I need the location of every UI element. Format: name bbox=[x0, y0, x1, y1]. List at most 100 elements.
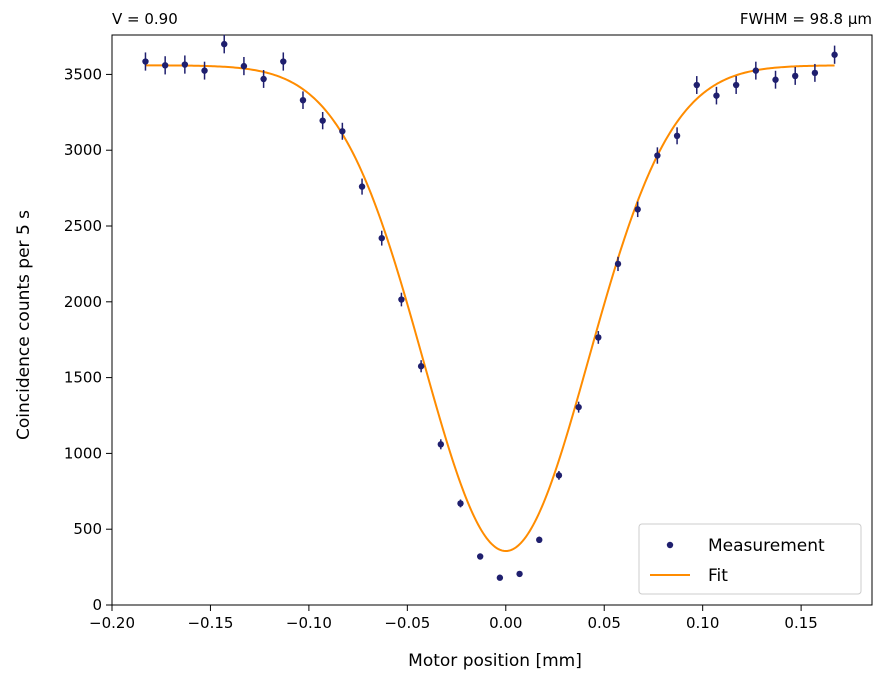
data-point bbox=[752, 61, 760, 80]
y-tick-label: 0 bbox=[92, 596, 102, 614]
measurement-marker bbox=[732, 81, 740, 89]
data-point bbox=[221, 34, 228, 54]
measurement-marker bbox=[476, 553, 484, 560]
measurement-marker bbox=[437, 441, 445, 448]
measurement-marker bbox=[299, 96, 307, 104]
measurement-marker bbox=[752, 67, 760, 74]
measurement-marker bbox=[319, 117, 326, 124]
data-point bbox=[536, 536, 543, 544]
x-tick-label: −0.15 bbox=[187, 614, 233, 632]
measurement-marker bbox=[693, 81, 700, 89]
data-point bbox=[240, 56, 248, 76]
measurement-marker bbox=[142, 58, 149, 65]
measurement-marker bbox=[181, 61, 189, 68]
measurement-marker bbox=[831, 51, 838, 58]
data-point bbox=[437, 439, 445, 450]
data-point bbox=[319, 112, 326, 130]
data-point bbox=[772, 70, 779, 89]
data-point bbox=[417, 360, 425, 373]
data-point bbox=[457, 499, 464, 508]
data-point bbox=[555, 470, 563, 480]
data-point bbox=[181, 55, 189, 74]
x-axis: −0.20 −0.15 −0.10 −0.05 0.00 0.05 0.10 0.15 bbox=[89, 605, 818, 632]
measurement-marker bbox=[358, 183, 366, 190]
legend: Measurement Fit bbox=[638, 523, 862, 595]
measurement-marker bbox=[575, 403, 582, 411]
data-point bbox=[516, 570, 523, 578]
data-point bbox=[811, 63, 819, 82]
data-point bbox=[142, 52, 149, 71]
data-point bbox=[398, 292, 405, 307]
x-axis-label: Motor position [mm] bbox=[408, 651, 582, 671]
legend-measurement-marker bbox=[666, 541, 674, 549]
legend-box bbox=[638, 523, 862, 595]
data-point bbox=[732, 76, 740, 94]
data-point bbox=[161, 56, 169, 75]
data-point bbox=[358, 178, 366, 195]
measurement-marker bbox=[457, 500, 464, 507]
measurement-marker bbox=[260, 75, 267, 83]
data-point bbox=[280, 52, 287, 71]
legend-fit-label: Fit bbox=[708, 566, 728, 586]
data-point bbox=[614, 256, 622, 272]
measurement-marker bbox=[595, 334, 602, 341]
x-tick-label: −0.20 bbox=[89, 614, 135, 632]
data-point bbox=[299, 91, 307, 109]
measurement-marker bbox=[673, 132, 681, 140]
data-point bbox=[673, 127, 681, 145]
data-point bbox=[831, 45, 838, 64]
y-axis-label: Coincidence counts per 5 s bbox=[14, 210, 34, 440]
y-tick-label: 2500 bbox=[64, 217, 102, 235]
data-point bbox=[201, 61, 208, 80]
x-tick-label: 0.05 bbox=[588, 614, 621, 632]
legend-measurement-label: Measurement bbox=[708, 536, 825, 556]
fit-curve bbox=[145, 64, 835, 553]
data-point bbox=[595, 331, 602, 344]
data-point bbox=[792, 66, 799, 85]
measurement-marker bbox=[654, 152, 661, 159]
x-tick-label: 0.00 bbox=[489, 614, 522, 632]
visibility-annotation: V = 0.90 bbox=[112, 10, 178, 28]
data-point bbox=[654, 147, 661, 164]
data-point bbox=[634, 201, 641, 218]
measurement-marker bbox=[201, 67, 208, 74]
y-tick-label: 3500 bbox=[64, 65, 102, 83]
y-axis: 0 500 1000 1500 2000 2500 3000 3500 bbox=[64, 65, 112, 614]
data-point bbox=[378, 230, 385, 246]
measurement-marker bbox=[792, 72, 799, 80]
x-tick-label: 0.15 bbox=[784, 614, 817, 632]
measurement-marker bbox=[772, 76, 779, 83]
measurement-marker bbox=[634, 206, 641, 213]
measurement-marker bbox=[555, 472, 563, 479]
fit-layer bbox=[145, 64, 835, 553]
data-point bbox=[713, 86, 720, 105]
fwhm-annotation: FWHM = 98.8 µm bbox=[740, 10, 872, 28]
y-tick-label: 500 bbox=[73, 520, 102, 538]
measurement-marker bbox=[811, 69, 819, 77]
data-point bbox=[339, 122, 346, 140]
measurement-marker bbox=[516, 570, 523, 578]
measurement-marker bbox=[614, 260, 622, 268]
data-point bbox=[693, 76, 700, 94]
y-tick-label: 3000 bbox=[64, 141, 102, 159]
measurement-marker bbox=[280, 58, 287, 65]
x-tick-label: −0.05 bbox=[384, 614, 430, 632]
x-tick-label: −0.10 bbox=[286, 614, 332, 632]
data-point bbox=[496, 574, 504, 581]
measurement-marker bbox=[221, 40, 228, 48]
measurement-marker bbox=[378, 234, 385, 242]
measurement-marker bbox=[496, 574, 504, 581]
plot-area bbox=[111, 34, 873, 606]
data-point bbox=[476, 553, 484, 560]
measurement-marker bbox=[417, 363, 425, 370]
measurement-marker bbox=[240, 62, 248, 70]
plot-frame bbox=[111, 34, 873, 606]
data-point bbox=[575, 401, 582, 413]
measurement-marker bbox=[536, 536, 543, 544]
y-tick-label: 1500 bbox=[64, 369, 102, 387]
measurement-marker bbox=[713, 92, 720, 99]
y-tick-label: 1000 bbox=[64, 444, 102, 462]
measurement-marker bbox=[161, 62, 169, 69]
x-tick-label: 0.10 bbox=[686, 614, 719, 632]
